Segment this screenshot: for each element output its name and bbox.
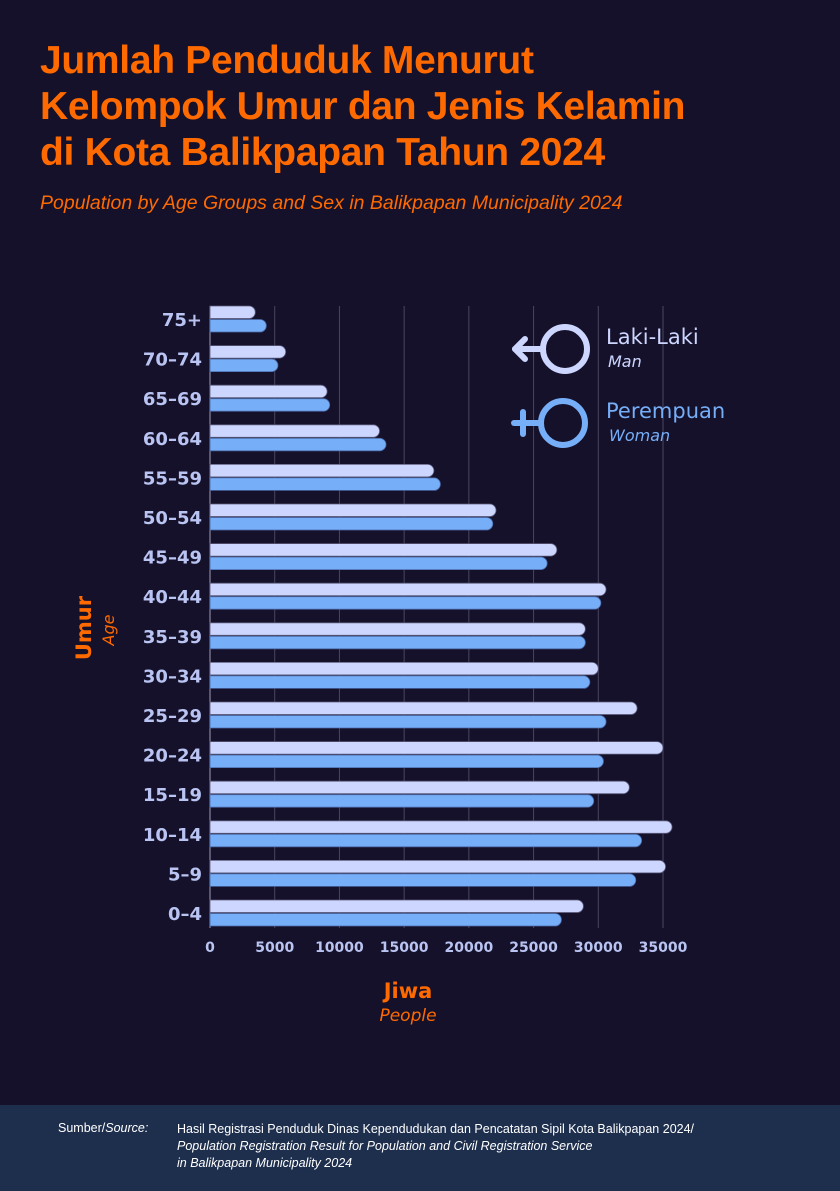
source-text-id: Hasil Registrasi Penduduk Dinas Kependud… [177, 1122, 695, 1136]
y-tick-label: 5–9 [168, 864, 202, 885]
y-tick-label: 70–74 [143, 350, 202, 371]
bar-male [209, 464, 435, 478]
y-tick-label: 45–49 [143, 548, 202, 569]
bar-female [209, 754, 604, 768]
bar-male [209, 384, 328, 399]
bar-female [209, 556, 548, 570]
bar-female [209, 833, 643, 848]
bar-female [209, 635, 586, 650]
source-label-en: Source: [105, 1121, 149, 1135]
y-tick-label: 65–69 [143, 389, 202, 410]
bar-male [209, 820, 673, 834]
y-tick-label: 55–59 [143, 468, 202, 489]
y-tick-label: 60–64 [143, 429, 202, 450]
source-text-en-1: Population Registration Result for Popul… [177, 1139, 593, 1153]
y-tick-label: 0–4 [168, 904, 202, 925]
bar-male [209, 424, 380, 438]
y-tick-label: 50–54 [143, 508, 202, 529]
source-text-en-2: in Balikpapan Municipality 2024 [177, 1156, 353, 1170]
female-symbol-icon [511, 398, 588, 448]
bar-male [209, 582, 607, 597]
y-tick-label: 40–44 [143, 587, 202, 608]
bar-female [209, 319, 267, 333]
bar-female [209, 517, 494, 531]
bar-female [209, 358, 279, 372]
x-axis-subtitle: People [379, 1006, 436, 1026]
source-label-id: Sumber/ [58, 1121, 106, 1135]
bar-male [209, 345, 287, 359]
y-tick-label: 35–39 [143, 627, 202, 648]
page-subtitle: Population by Age Groups and Sex in Bali… [40, 192, 623, 214]
bar-male [209, 622, 586, 636]
y-tick-label: 75+ [162, 310, 202, 331]
bar-female [209, 477, 441, 491]
x-tick-labels: 0 5000 10000 15000 20000 25000 30000 35000 [205, 940, 687, 956]
bar-female [209, 715, 607, 729]
title-line-3: di Kota Balikpapan Tahun 2024 [40, 131, 605, 174]
title-line-1: Jumlah Penduduk Menurut [40, 39, 534, 82]
bar-male [209, 701, 638, 715]
x-tick-label: 15000 [380, 940, 429, 956]
x-tick-label: 35000 [639, 940, 688, 956]
bar-male [209, 503, 497, 517]
y-axis-subtitle: Age [99, 614, 118, 646]
bar-female [209, 675, 591, 689]
footer-source: Sumber/Source: Hasil Registrasi Penduduk… [0, 1105, 840, 1191]
y-axis-title: Umur [72, 595, 96, 660]
bar-female [209, 596, 602, 610]
population-chart: 75+ 70–74 65–69 60–64 55–59 50–54 45–49 40–44 35… [72, 305, 725, 1026]
x-tick-label: 30000 [574, 940, 623, 956]
bars [209, 305, 673, 927]
bar-male [209, 860, 666, 874]
bar-male [209, 543, 558, 557]
bar-female [209, 398, 331, 412]
bar-male [209, 780, 630, 795]
y-tick-label: 10–14 [143, 825, 202, 846]
bar-male [209, 741, 664, 755]
x-tick-label: 10000 [315, 940, 364, 956]
legend: Laki-Laki Man Perempuan Woman [511, 324, 725, 448]
title-line-2: Kelompok Umur dan Jenis Kelamin [40, 85, 686, 128]
x-tick-label: 0 [205, 940, 215, 956]
source-label: Sumber/Source: [58, 1121, 148, 1135]
bar-male [209, 899, 584, 913]
x-tick-label: 20000 [444, 940, 493, 956]
x-axis-title: Jiwa [382, 979, 433, 1003]
y-tick-labels: 75+ 70–74 65–69 60–64 55–59 50–54 45–49 40–44 35… [143, 310, 202, 925]
y-tick-label: 15–19 [143, 785, 202, 806]
bar-female [209, 913, 562, 927]
bar-female [209, 794, 595, 808]
x-tick-label: 5000 [255, 940, 294, 956]
legend-male-label-en: Man [608, 352, 642, 371]
legend-male-label: Laki-Laki [606, 325, 699, 349]
bar-male [209, 662, 599, 676]
source-text: Hasil Registrasi Penduduk Dinas Kependud… [177, 1121, 694, 1172]
bar-male [209, 305, 256, 319]
male-symbol-icon [512, 324, 590, 374]
bar-female [209, 437, 387, 452]
legend-female-label-en: Woman [609, 426, 670, 445]
y-tick-label: 20–24 [143, 746, 202, 767]
x-tick-label: 25000 [509, 940, 558, 956]
y-tick-label: 30–34 [143, 666, 202, 687]
y-tick-label: 25–29 [143, 706, 202, 727]
page-title: Jumlah Penduduk Menurut Kelompok Umur da… [40, 38, 686, 176]
bar-female [209, 873, 637, 887]
legend-female-label: Perempuan [606, 399, 725, 423]
